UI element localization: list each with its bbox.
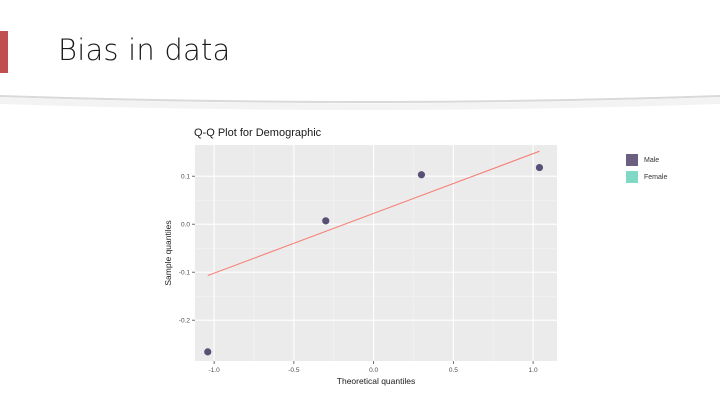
data-point	[535, 163, 544, 172]
legend-item-female: Female	[626, 169, 667, 185]
legend-item-male: Male	[626, 152, 667, 168]
x-tick-label: 0.5	[449, 367, 458, 374]
data-point	[417, 171, 426, 179]
header-divider	[0, 95, 720, 110]
y-axis-label: Sample quantiles	[163, 220, 173, 285]
slide-title: Bias in data	[58, 33, 231, 67]
chart-legend: Male Female	[626, 152, 667, 186]
y-tick-label: 0.0	[181, 222, 190, 229]
legend-swatch-female	[626, 171, 638, 183]
axis-layer: -1.0 -0.5 0.0 0.5 1.0 -0.2 -0.1 0.0 0.1	[179, 174, 538, 375]
data-point-layer	[204, 163, 544, 356]
x-tick-label: 1.0	[529, 367, 538, 374]
x-tick-label: -1.0	[209, 367, 221, 374]
legend-label-female: Female	[644, 173, 668, 181]
data-point	[204, 348, 212, 356]
x-tick-label: -0.5	[288, 367, 300, 374]
legend-swatch-male	[626, 154, 638, 166]
grid-layer	[195, 145, 557, 361]
x-tick-label: 0.0	[369, 367, 378, 374]
plot-panel	[195, 145, 557, 361]
data-point	[322, 217, 330, 225]
x-axis-label: Theoretical quantiles	[337, 376, 415, 386]
qq-reference-line	[207, 150, 540, 277]
y-tick-label: 0.1	[181, 174, 190, 181]
chart-title: Q-Q Plot for Demographic	[194, 127, 322, 139]
reference-line-layer	[207, 150, 540, 277]
y-tick-label: -0.2	[179, 318, 191, 325]
title-accent-bar	[0, 31, 8, 73]
legend-label-male: Male	[644, 156, 660, 164]
y-tick-label: -0.1	[179, 270, 191, 277]
